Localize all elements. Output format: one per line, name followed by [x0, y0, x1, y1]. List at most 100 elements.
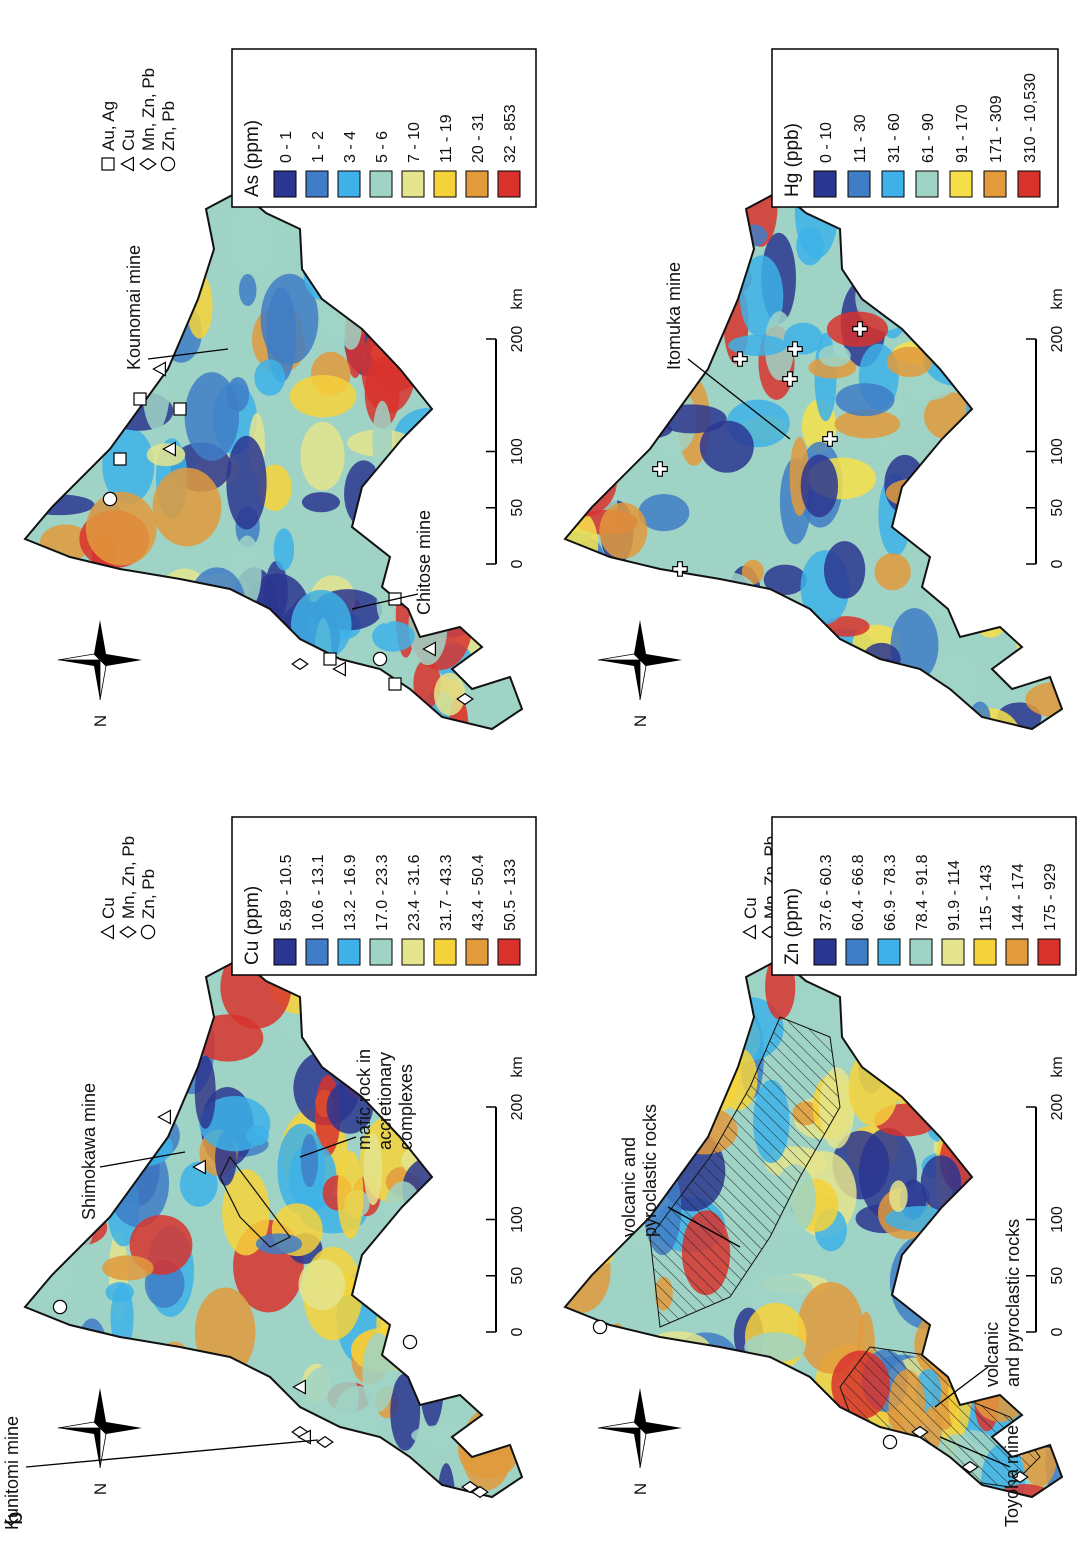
mine-symbol [121, 157, 133, 170]
concentration-patch [984, 579, 1037, 599]
concentration-patch [33, 309, 60, 389]
scale-tick-label: 50 [1049, 1267, 1066, 1285]
concentration-patch [0, 397, 58, 427]
map-panel: N050100200kmCuMn, Zn, PbZn, PbCu (ppm)5.… [0, 817, 559, 1537]
legend-label: 37.6 - 60.3 [818, 854, 835, 931]
concentration-patch [491, 1157, 514, 1192]
concentration-patch [108, 945, 176, 1038]
concentration-patch [33, 969, 64, 995]
concentration-patch [102, 1255, 154, 1280]
concentration-patch [596, 617, 619, 673]
legend-label: 7 - 10 [406, 122, 423, 163]
concentration-patch [694, 572, 763, 644]
concentration-patch [137, 1433, 196, 1484]
concentration-patch [498, 347, 549, 430]
concentration-patch [997, 982, 1020, 1064]
symbol-label: Zn, Pb [139, 869, 158, 919]
concentration-patch [1023, 397, 1078, 438]
legend-label: 17.0 - 23.3 [374, 854, 391, 931]
concentration-patch [428, 260, 486, 331]
concentration-patch [147, 443, 186, 466]
concentration-patch [66, 983, 86, 1065]
mine-symbol [120, 927, 136, 938]
concentration-patch [106, 1282, 134, 1303]
concentration-patch [139, 983, 196, 1019]
concentration-patch [274, 528, 294, 570]
concentration-patch [699, 1017, 741, 1112]
concentration-patch [657, 174, 701, 232]
concentration-patch [69, 231, 105, 285]
legend-swatch [466, 939, 488, 965]
concentration-patch [932, 508, 964, 531]
concentration-patch [55, 282, 125, 369]
concentration-patch [420, 1333, 445, 1427]
annotation: Itomuka mine [664, 262, 684, 370]
figure: b N050100200kmCuMn, Zn, PbZn, PbCu (ppm)… [0, 0, 1078, 1537]
concentration-patch [37, 1371, 58, 1394]
concentration-patch [620, 300, 647, 357]
concentration-patch [439, 1070, 509, 1134]
concentration-patch [930, 495, 998, 554]
legend-label: 171 - 309 [988, 95, 1005, 163]
mine-symbol [103, 492, 116, 505]
mine-symbol [114, 453, 126, 465]
concentration-patch [323, 677, 340, 718]
concentration-patch [967, 561, 1013, 637]
concentration-patch [441, 977, 508, 1064]
concentration-patch [599, 357, 665, 407]
legend-swatch [984, 171, 1006, 197]
legend-swatch [466, 171, 488, 197]
mine-symbol [141, 925, 154, 938]
concentration-patch [979, 403, 1036, 466]
concentration-patch [142, 337, 170, 431]
concentration-patch [349, 266, 372, 287]
north-label: N [91, 715, 110, 727]
scale-tick-label: 200 [509, 1094, 526, 1121]
concentration-patch [945, 1340, 979, 1381]
scale-tick-label: 100 [1049, 438, 1066, 465]
concentration-patch [193, 1014, 263, 1061]
concentration-patch [451, 1357, 488, 1395]
concentration-patch [819, 345, 851, 367]
concentration-patch [964, 974, 988, 998]
concentration-patch [239, 274, 256, 306]
concentration-patch [451, 1117, 484, 1146]
concentration-patch [583, 365, 600, 431]
legend-swatch [306, 171, 328, 197]
legend-swatch [274, 171, 296, 197]
concentration-patch [435, 1300, 460, 1345]
concentration-patch [86, 492, 157, 566]
scale-unit: km [509, 1056, 526, 1077]
scale-tick-label: 200 [1049, 326, 1066, 353]
scale-tick-label: 0 [1049, 1327, 1066, 1336]
legend-swatch [434, 939, 456, 965]
concentration-patch [557, 704, 626, 765]
legend-swatch [274, 939, 296, 965]
concentration-patch [24, 494, 95, 515]
concentration-patch [738, 677, 785, 722]
concentration-patch [301, 1134, 318, 1187]
concentration-patch [596, 1064, 636, 1099]
concentration-patch [904, 294, 945, 346]
concentration-patch [158, 1439, 192, 1487]
concentration-patch [42, 935, 76, 986]
concentration-patch [126, 690, 163, 723]
concentration-patch [538, 216, 587, 239]
legend-swatch [434, 171, 456, 197]
concentration-patch [956, 293, 1001, 331]
concentration-patch [43, 346, 65, 401]
concentration-patch [966, 370, 998, 456]
concentration-patch [389, 213, 438, 272]
concentration-patch [694, 989, 711, 1025]
concentration-patch [579, 357, 627, 379]
concentration-patch [246, 1125, 269, 1145]
concentration-patch [609, 419, 672, 439]
concentration-patch [940, 458, 1008, 479]
concentration-patch [409, 446, 459, 484]
concentration-patch [836, 383, 895, 416]
concentration-patch [443, 1117, 508, 1140]
concentration-patch [90, 179, 155, 219]
concentration-patch [1024, 1228, 1044, 1287]
concentration-patch [411, 1425, 478, 1447]
concentration-patch [891, 608, 939, 682]
